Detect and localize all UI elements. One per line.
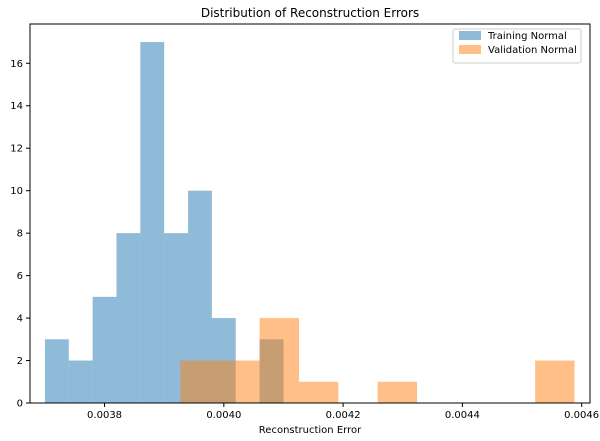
y-tick-label: 10	[10, 186, 23, 197]
legend-label-validation: Validation Normal	[488, 45, 577, 56]
histogram-bar-training-4	[140, 42, 165, 404]
histogram-bar-validation-0	[180, 360, 220, 403]
x-tick-label: 0.0042	[326, 410, 361, 421]
y-tick-label: 8	[17, 229, 23, 240]
histogram-bar-training-0	[44, 339, 69, 403]
histogram-bar-training-1	[68, 360, 93, 403]
histogram-bar-validation-9	[535, 360, 575, 403]
legend-swatch-validation	[459, 45, 481, 54]
histogram-bar-training-6	[188, 190, 212, 403]
y-tick-label: 12	[10, 144, 23, 155]
histogram-bar-validation-3	[298, 381, 339, 403]
legend-box	[452, 28, 582, 64]
chart-title: Distribution of Reconstruction Errors	[201, 6, 419, 20]
bars-layer	[44, 42, 575, 404]
legend: Training Normal Validation Normal	[452, 28, 582, 64]
ticks-layer: 0.0038 0.0040 0.0042 0.0044 0.0046 0 2 4 6 8 10 12 1…	[10, 59, 599, 421]
x-tick-label: 0.0046	[564, 410, 599, 421]
y-tick-label: 4	[17, 314, 23, 325]
x-axis-label: Reconstruction Error	[259, 425, 362, 436]
histogram-bar-validation-1	[219, 360, 260, 403]
x-tick-label: 0.0044	[445, 410, 480, 421]
histogram-bar-validation-2	[259, 318, 299, 403]
y-tick-label: 6	[17, 271, 23, 282]
y-tick-label: 2	[17, 356, 23, 367]
y-tick-label: 14	[10, 101, 23, 112]
histogram-bar-validation-5	[377, 381, 418, 403]
histogram-bar-training-2	[92, 296, 117, 403]
x-tick-label: 0.0040	[206, 410, 241, 421]
y-tick-label: 0	[17, 399, 23, 410]
histogram-bar-training-3	[116, 233, 141, 403]
plot-frame	[29, 23, 591, 404]
y-tick-label: 16	[10, 59, 23, 70]
legend-swatch-training	[459, 31, 481, 40]
legend-label-training: Training Normal	[487, 31, 567, 42]
x-tick-label: 0.0038	[87, 410, 122, 421]
